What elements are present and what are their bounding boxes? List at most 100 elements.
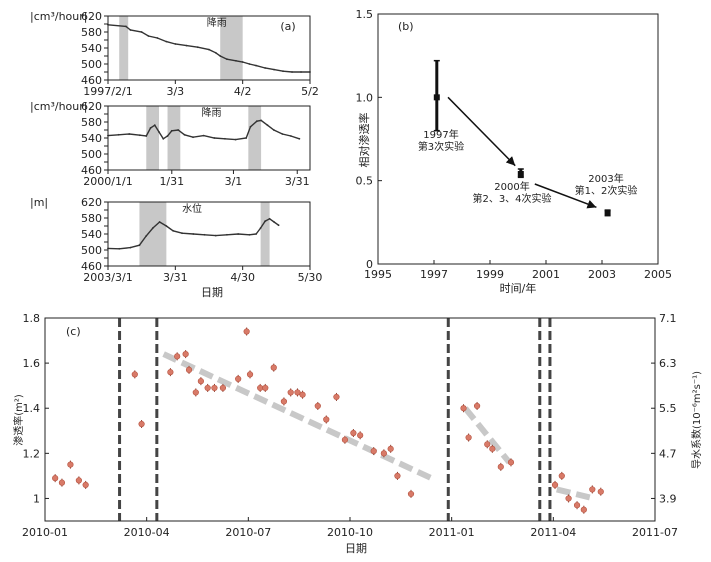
data-point	[484, 441, 491, 448]
x-axis-label: 时间/年	[500, 281, 537, 295]
y-tick-label: 540	[81, 228, 102, 241]
x-tick-label: 4/2	[234, 85, 252, 98]
shaded-band	[119, 16, 129, 80]
data-point	[158, 131, 160, 133]
data-point	[162, 137, 165, 140]
x-axis-label: 日期	[345, 542, 367, 555]
y-tick-label: 500	[81, 58, 102, 71]
x-tick-label: 2011-04	[530, 526, 576, 539]
data-point	[517, 171, 524, 177]
data-point	[370, 447, 377, 455]
data-point	[149, 127, 152, 129]
data-point	[248, 63, 251, 65]
data-point	[204, 384, 211, 392]
x-tick-label: 2010-07	[225, 526, 271, 539]
y-tick-label: 580	[81, 26, 102, 39]
point-annotation: 2000年	[494, 180, 529, 193]
data-point	[249, 125, 252, 128]
data-point	[129, 246, 132, 249]
data-point	[259, 227, 262, 229]
data-point	[497, 463, 504, 470]
y-tick-label: 1.2	[23, 447, 41, 460]
data-point	[268, 217, 271, 220]
data-point	[214, 234, 217, 237]
data-point	[264, 220, 267, 223]
data-point	[289, 135, 292, 137]
data-point	[129, 29, 132, 31]
data-point	[214, 51, 217, 54]
x-tick-label: 2003	[588, 268, 616, 281]
data-point	[138, 420, 145, 428]
x-tick-label: 4/30	[230, 271, 255, 284]
y-axis-label: |m|	[30, 196, 48, 209]
point-annotation: 第2、3、4次实验	[472, 192, 551, 205]
data-point	[82, 481, 89, 489]
point-annotation: 第1、2次实验	[575, 184, 638, 197]
x-axis-label: 日期	[201, 286, 223, 299]
x-tick-label: 2010-01	[22, 526, 68, 539]
y-tick-label: 460	[81, 260, 102, 273]
data-point	[234, 138, 237, 141]
y-axis-label: 相对渗透率	[357, 113, 371, 168]
data-point	[166, 135, 169, 137]
x-tick-label: 2005	[644, 268, 672, 281]
y-tick-label: 500	[81, 244, 102, 257]
data-point	[300, 71, 302, 73]
data-point	[262, 384, 269, 392]
data-point	[213, 137, 216, 139]
y-tick-label: 580	[81, 116, 102, 129]
data-point	[248, 233, 251, 236]
y-tick-label: 540	[81, 42, 102, 55]
data-point	[489, 445, 496, 452]
x-tick-label: 2001	[532, 268, 560, 281]
x-tick-label: 2011-07	[632, 526, 678, 539]
data-point	[138, 134, 141, 137]
point-annotation: 第3次实验	[418, 140, 464, 153]
data-point	[75, 477, 82, 484]
data-point	[273, 68, 275, 71]
data-point	[380, 450, 387, 457]
y2-tick-label: 5.5	[659, 402, 677, 415]
x-tick-label: 1/31	[159, 175, 184, 188]
annotation: 降雨	[207, 16, 227, 29]
data-point	[264, 67, 267, 69]
y-tick-label: 1.8	[23, 312, 41, 325]
panel-c: 1 1.2 1.4 1.6 1.8 3.9 4.7 5.5 6.3 7.1 2010-01 2010-…	[12, 312, 703, 555]
data-point	[147, 35, 150, 37]
data-point	[211, 384, 218, 392]
data-point	[407, 490, 415, 498]
data-point	[565, 495, 572, 502]
data-point	[192, 233, 195, 235]
data-point	[341, 436, 349, 443]
data-point	[118, 247, 121, 250]
data-point	[507, 459, 515, 466]
data-point	[245, 137, 248, 139]
data-point	[314, 402, 321, 410]
data-point	[298, 137, 301, 140]
data-point	[357, 432, 364, 439]
shaded-band	[146, 106, 160, 170]
data-point	[117, 133, 120, 136]
data-point	[177, 129, 180, 131]
data-point	[235, 375, 242, 383]
data-point	[460, 405, 467, 412]
data-point	[226, 58, 228, 61]
x-tick-label: 2011-01	[429, 526, 475, 539]
panel-label: (c)	[66, 325, 81, 338]
data-point	[183, 133, 186, 136]
data-point	[597, 488, 604, 495]
data-point	[158, 221, 161, 223]
shaded-band	[248, 106, 262, 170]
data-point	[125, 25, 127, 28]
data-point	[573, 502, 581, 509]
y-tick-label: 1	[33, 492, 40, 505]
data-point	[465, 434, 472, 441]
shaded-band	[167, 106, 181, 170]
series-line	[107, 24, 310, 73]
y-tick-label: 500	[81, 148, 102, 161]
data-point	[172, 229, 174, 232]
y-tick-label: 1.5	[356, 8, 374, 21]
data-point	[255, 120, 258, 123]
data-point	[589, 486, 596, 493]
